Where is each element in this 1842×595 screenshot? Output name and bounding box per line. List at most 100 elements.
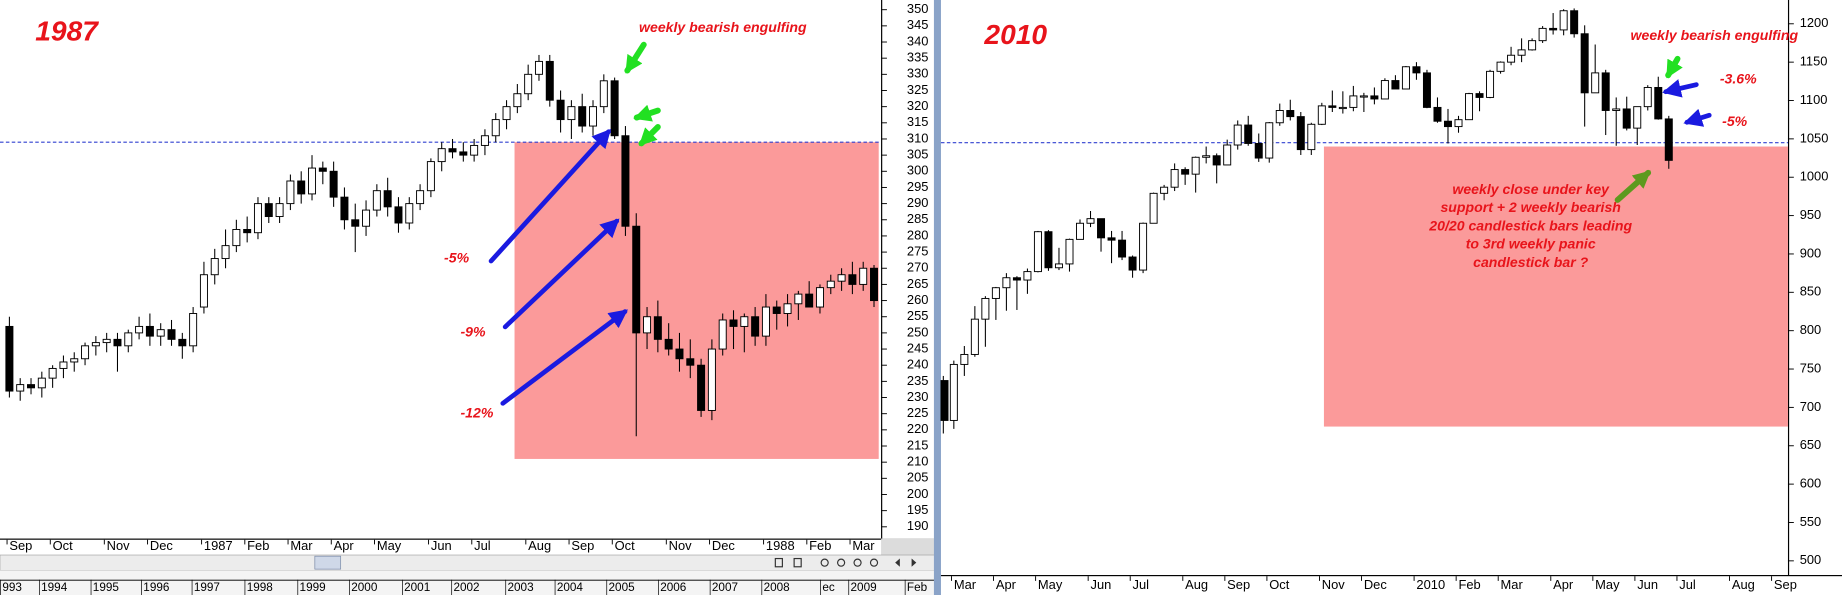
- candle-body: [1391, 80, 1400, 90]
- candle-body: [1370, 95, 1379, 100]
- candle-body: [632, 225, 641, 334]
- candle-body: [1349, 95, 1358, 108]
- y-tick-label: 340: [907, 33, 929, 48]
- x-tick-label: Apr: [996, 577, 1017, 592]
- y-tick-label: 270: [907, 260, 929, 275]
- candle-body: [1307, 123, 1316, 151]
- candle-body: [27, 384, 36, 389]
- arrow: [1665, 55, 1683, 79]
- arrow: [1683, 108, 1712, 127]
- tool-icon[interactable]: [869, 558, 879, 567]
- candle-body: [372, 190, 381, 211]
- candle-body: [362, 209, 371, 227]
- overview-label: 2009: [851, 581, 877, 594]
- tool-icon[interactable]: [895, 558, 900, 567]
- tool-icon[interactable]: [793, 557, 802, 568]
- y-tick-label: 1150: [1800, 54, 1828, 69]
- x-tick-label: Jul: [474, 538, 490, 553]
- candle-body: [1275, 110, 1284, 124]
- overview-label: ec: [822, 581, 835, 594]
- overview-label: 1996: [143, 581, 170, 594]
- candle-body: [805, 293, 814, 308]
- candle-body: [524, 73, 533, 95]
- scroll-thumb[interactable]: [314, 555, 342, 570]
- candle-body: [1496, 61, 1505, 72]
- y-tick-label: 205: [907, 470, 929, 485]
- right-axis-line: [1787, 0, 1790, 576]
- x-tick-label: Jul: [1679, 577, 1695, 592]
- overview-label: Feb: [907, 581, 928, 594]
- left-xaxis-line: [0, 538, 937, 540]
- x-tick-label: 1987: [204, 538, 233, 553]
- candle-body: [643, 316, 652, 334]
- candle-body: [970, 318, 979, 355]
- overview-label: 2002: [453, 581, 479, 594]
- candle-body: [1664, 118, 1673, 161]
- candle-body: [145, 325, 154, 337]
- overview-label: 2008: [764, 581, 791, 594]
- x-tick-label: Feb: [1459, 577, 1481, 592]
- y-tick-label: 230: [907, 389, 929, 404]
- candle-body: [405, 203, 414, 224]
- tool-icon[interactable]: [911, 558, 917, 567]
- y-tick-label: 280: [907, 227, 929, 242]
- candle-body: [1265, 122, 1274, 159]
- x-tick-label: Mar: [1501, 577, 1524, 592]
- candle-body: [491, 119, 500, 137]
- candle-body: [1328, 105, 1337, 108]
- candle-body: [610, 80, 619, 137]
- candle-body: [1601, 72, 1610, 111]
- x-tick-label: Jun: [1637, 577, 1658, 592]
- annotation: weekly bearish engulfing: [1631, 27, 1799, 43]
- candle-body: [286, 180, 295, 205]
- x-tick-label: Mar: [852, 538, 875, 553]
- candle-body: [1107, 237, 1116, 241]
- arrow: [638, 124, 661, 147]
- tool-icon[interactable]: [774, 557, 783, 568]
- annotation: -3.6%: [1720, 71, 1757, 87]
- x-tick-label: Sep: [571, 538, 594, 553]
- x-tick-label: Sep: [9, 538, 32, 553]
- candle-body: [1076, 222, 1084, 240]
- candle-body: [113, 338, 122, 347]
- candle-body: [1643, 86, 1652, 108]
- candle-body: [1422, 72, 1431, 108]
- note: weekly close under key support + 2 weekl…: [1428, 181, 1632, 270]
- candle-body: [1401, 66, 1410, 90]
- candle-body: [686, 358, 695, 366]
- candle-body: [675, 348, 684, 360]
- candle-body: [351, 219, 360, 227]
- annotation: -12%: [461, 405, 494, 421]
- candle-body: [621, 135, 630, 227]
- candle-body: [940, 380, 949, 421]
- annotation: -5%: [444, 249, 470, 265]
- splitter[interactable]: [933, 0, 941, 595]
- y-tick-label: 345: [907, 17, 929, 32]
- y-tick-label: 1050: [1800, 130, 1829, 145]
- candle-body: [697, 364, 706, 411]
- candle-body: [1549, 27, 1558, 31]
- candle-body: [37, 377, 46, 389]
- left-axis-line: [881, 0, 883, 539]
- candle-body: [1380, 80, 1389, 100]
- x-tick-label: May: [377, 538, 402, 553]
- candle-body: [1433, 106, 1442, 122]
- candle-body: [264, 203, 273, 218]
- candle-body: [837, 274, 846, 282]
- tool-icon[interactable]: [837, 558, 846, 567]
- candle-body: [1633, 106, 1642, 129]
- candle-body: [1528, 40, 1537, 51]
- candle-body: [1412, 66, 1421, 74]
- arrow: [1662, 79, 1699, 98]
- scrollbar[interactable]: [0, 554, 937, 571]
- candle-body: [232, 228, 241, 247]
- candle-body: [1486, 70, 1495, 98]
- tool-icon[interactable]: [853, 558, 862, 567]
- y-tick-label: 330: [907, 66, 929, 81]
- candle-body: [1212, 155, 1221, 166]
- candle-body: [1286, 110, 1295, 118]
- tool-icon[interactable]: [820, 558, 829, 567]
- candle-body: [91, 342, 100, 347]
- arrow: [500, 309, 628, 406]
